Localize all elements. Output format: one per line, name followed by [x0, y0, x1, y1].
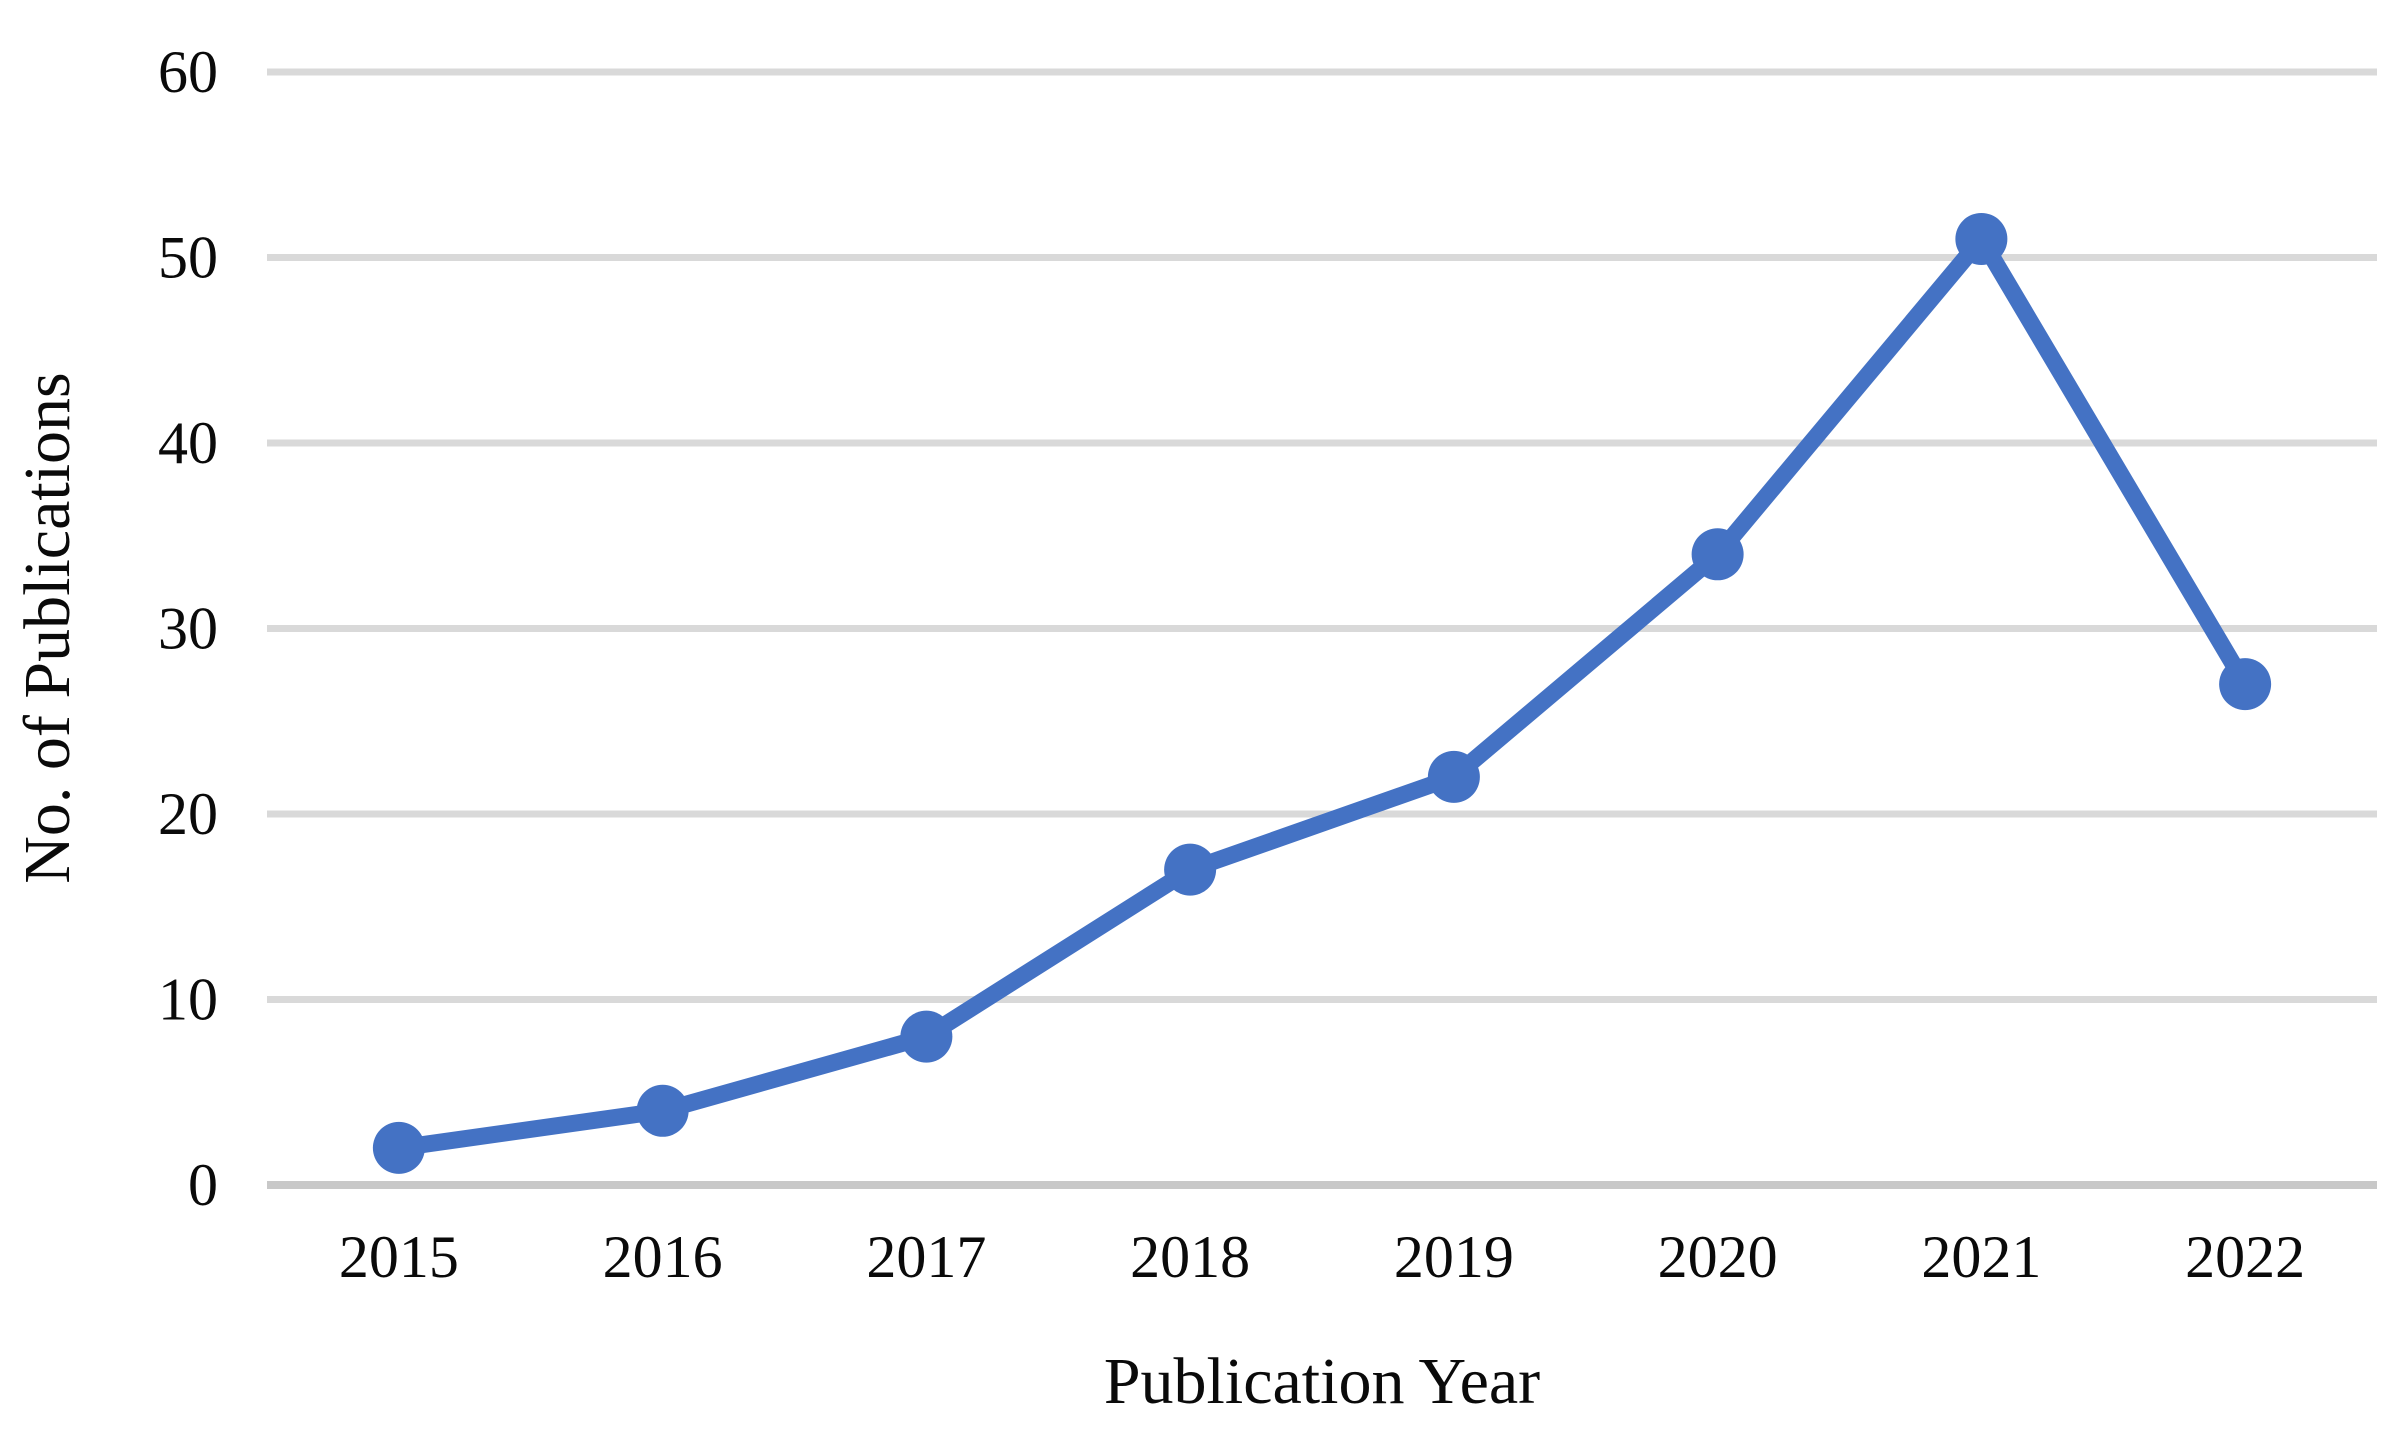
y-tick-label: 10 — [158, 967, 218, 1033]
y-tick-label: 40 — [158, 410, 218, 476]
x-tick-label: 2021 — [1921, 1224, 2041, 1290]
data-point-marker — [372, 1121, 425, 1174]
x-axis-title: Publication Year — [1103, 1345, 1541, 1418]
y-axis-title: No. of Publications — [11, 372, 84, 884]
y-tick-label: 50 — [158, 225, 218, 291]
y-tick-label: 0 — [188, 1152, 218, 1218]
data-point-marker — [2219, 658, 2272, 711]
y-tick-label: 20 — [158, 781, 218, 847]
x-tick-label: 2019 — [1394, 1224, 1514, 1290]
x-tick-label: 2015 — [339, 1224, 459, 1290]
x-tick-label: 2020 — [1658, 1224, 1778, 1290]
x-tick-label: 2018 — [1130, 1224, 1250, 1290]
x-tick-label: 2016 — [603, 1224, 723, 1290]
data-point-marker — [1691, 528, 1744, 581]
data-point-marker — [636, 1084, 689, 1137]
y-tick-label: 30 — [158, 596, 218, 662]
x-tick-label: 2017 — [866, 1224, 986, 1290]
data-point-marker — [1427, 750, 1480, 803]
y-tick-label: 60 — [158, 39, 218, 105]
series-line — [390, 230, 2254, 1157]
x-tick-label: 2022 — [2185, 1224, 2305, 1290]
data-point-marker — [900, 1010, 953, 1063]
data-point-marker — [1164, 843, 1217, 896]
data-point-marker — [1955, 212, 2008, 265]
